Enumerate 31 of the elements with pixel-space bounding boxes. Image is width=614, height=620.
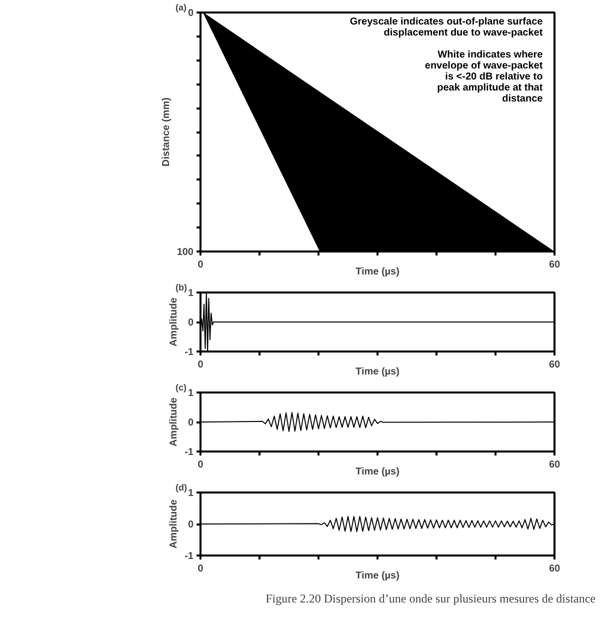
y-tick-label: 1 bbox=[188, 488, 194, 499]
y-tick-label: 0 bbox=[188, 318, 194, 328]
x-tick-label: 60 bbox=[548, 564, 560, 574]
x-tick-label: 60 bbox=[548, 460, 560, 470]
y-axis-title: Amplitude bbox=[168, 397, 180, 446]
x-tick-label: 60 bbox=[548, 360, 560, 370]
y-axis-title: Amplitude bbox=[168, 499, 180, 548]
x-axis-title: Time (µs) bbox=[356, 466, 400, 478]
y-axis-title: Distance (mm) bbox=[160, 98, 172, 166]
line-series bbox=[200, 292, 554, 352]
x-axis-title: Time (µs) bbox=[356, 366, 400, 378]
x-axis-title: Time (µs) bbox=[356, 570, 400, 582]
y-tick-label: 0 bbox=[188, 520, 194, 530]
y-tick-label: 0 bbox=[188, 8, 194, 19]
annotation: White indicates where envelope of wave-packet is <-20 dB relative to peak amplitude at that distance bbox=[424, 50, 544, 104]
y-tick-label: 1 bbox=[188, 388, 194, 399]
chart-title: (a) bbox=[176, 2, 186, 12]
y-tick-label: -1 bbox=[184, 347, 194, 358]
y-tick-label: -1 bbox=[184, 447, 194, 458]
caption: Figure 2.20 Dispersion d’une onde sur plusieurs mesures de distance bbox=[266, 592, 596, 606]
y-tick-label: 100 bbox=[176, 247, 194, 258]
chart-title: (d) bbox=[176, 482, 187, 492]
x-tick-label: 60 bbox=[548, 260, 560, 270]
x-axis-title: Time (µs) bbox=[356, 266, 400, 278]
y-tick-label: 1 bbox=[188, 288, 194, 299]
y-tick-label: -1 bbox=[184, 551, 194, 562]
annotation: Greyscale indicates out-of-plane surface displacement due to wave-packet bbox=[350, 16, 544, 38]
chart-title: (b) bbox=[176, 282, 187, 292]
chart-title: (c) bbox=[176, 382, 186, 392]
y-tick-label: 0 bbox=[188, 418, 194, 428]
y-axis-title: Amplitude bbox=[168, 297, 180, 346]
